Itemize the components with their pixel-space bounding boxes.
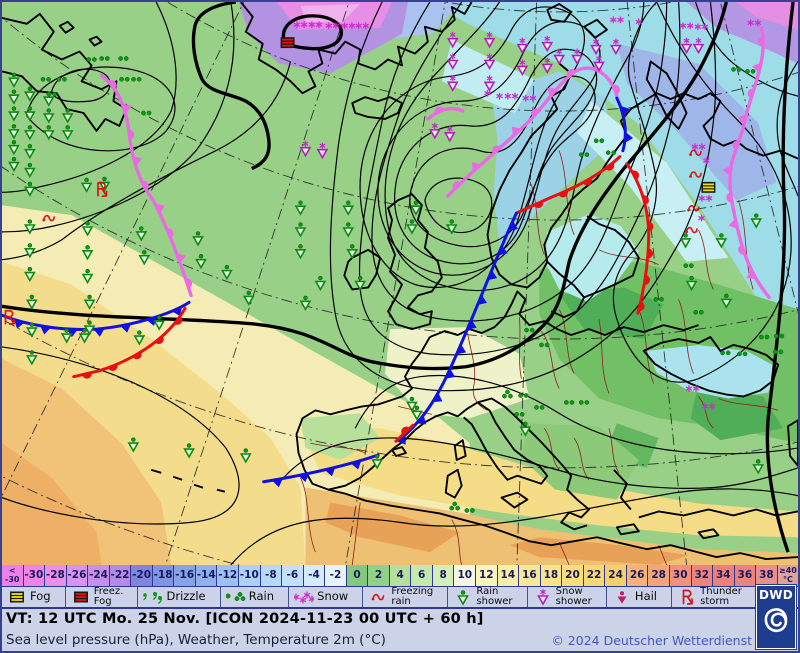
- scale-cell-10: 10: [454, 565, 477, 586]
- scale-cell--16: -16: [174, 565, 196, 586]
- fog-icon: [7, 587, 27, 607]
- weather-map: [2, 2, 798, 565]
- scale-cell-2: 2: [368, 565, 390, 586]
- legend-label: Drizzle: [166, 589, 206, 604]
- coastlines: [2, 2, 798, 560]
- valid-time-line: VT: 12 UTC Mo. 25 Nov. [ICON 2024-11-23 …: [6, 611, 484, 627]
- scale-cell-6: 6: [411, 565, 433, 586]
- frain-icon: [368, 587, 388, 607]
- scale-cell--30: -30: [23, 565, 46, 586]
- temperature-shading: [2, 2, 798, 565]
- legend-item-fog: Fog: [2, 587, 66, 607]
- legend-item-frain: Freezing rain: [363, 585, 449, 607]
- legend-label: Thunder storm: [700, 585, 742, 607]
- scale-cell--4: -4: [303, 565, 326, 586]
- legend-label: Freezing rain: [391, 585, 434, 607]
- scale-cell-16: 16: [519, 565, 541, 586]
- scale-cell-36: 36: [734, 565, 757, 586]
- scale-cell-40C: ≥40 °C: [777, 565, 798, 586]
- scale-cell--6: -6: [282, 565, 304, 586]
- scale-cell--10: -10: [239, 565, 261, 586]
- sshower-icon: [533, 587, 553, 607]
- weather-symbol-legend: Fog Freez. Fog Drizzle Rain Snow Freezing rain R…: [2, 585, 798, 609]
- legend-item-ffog: Freez. Fog: [66, 585, 139, 607]
- legend-item-rshower: Rain shower: [448, 585, 528, 607]
- legend-label: Rain: [248, 589, 275, 604]
- rshower-icon: [453, 587, 473, 607]
- scale-cell--12: -12: [217, 565, 240, 586]
- isobars: [2, 2, 798, 565]
- scale-cell-38: 38: [756, 565, 778, 586]
- product-title-line: Sea level pressure (hPa), Weather, Tempe…: [2, 630, 798, 651]
- dwd-logo: DWD: [756, 585, 796, 649]
- dwd-logo-text: DWD: [758, 588, 794, 602]
- legend-label: Hail: [634, 589, 658, 604]
- country-borders: [300, 150, 779, 565]
- drizzle-icon: [143, 587, 163, 607]
- thunder-icon: [677, 587, 697, 607]
- legend-item-snow: Snow: [289, 587, 364, 607]
- scale-cell-24: 24: [605, 565, 627, 586]
- scale-cell-22: 22: [583, 565, 606, 586]
- legend-label: Freez. Fog: [93, 585, 124, 607]
- legend-item-thunder: Thunder storm: [672, 585, 756, 607]
- scale-cell--30: < -30: [2, 565, 24, 586]
- copyright-text: © 2024 Deutscher Wetterdienst: [551, 633, 752, 648]
- product-title: Sea level pressure (hPa), Weather, Tempe…: [6, 632, 386, 648]
- scale-cell-12: 12: [476, 565, 498, 586]
- scale-cell-20: 20: [562, 565, 584, 586]
- scale-cell--26: -26: [66, 565, 89, 586]
- scale-cell--2: -2: [325, 565, 347, 586]
- scale-cell--8: -8: [260, 565, 283, 586]
- legend-item-drizzle: Drizzle: [138, 587, 221, 607]
- scale-cell--24: -24: [88, 565, 110, 586]
- scale-cell--14: -14: [195, 565, 218, 586]
- legend-label: Snow: [317, 589, 349, 604]
- graticule: [2, 2, 798, 565]
- map-area: [2, 2, 798, 565]
- scale-cell-28: 28: [648, 565, 670, 586]
- legend-item-sshower: Snow shower: [528, 585, 607, 607]
- scale-cell--28: -28: [45, 565, 67, 586]
- rain-icon: [226, 587, 246, 607]
- legend-label: Fog: [30, 589, 51, 604]
- scale-cell-34: 34: [713, 565, 735, 586]
- scale-cell-0: 0: [346, 565, 369, 586]
- scale-cell-14: 14: [497, 565, 520, 586]
- legend-item-hail: Hail: [607, 587, 673, 607]
- scale-cell-32: 32: [691, 565, 714, 586]
- legend-item-rain: Rain: [221, 587, 290, 607]
- legend-label: Rain shower: [476, 585, 513, 607]
- snow-icon: [294, 587, 314, 607]
- scale-cell-26: 26: [626, 565, 649, 586]
- scale-cell--18: -18: [152, 565, 175, 586]
- scale-cell--22: -22: [109, 565, 132, 586]
- scale-cell-4: 4: [389, 565, 412, 586]
- legend-label: Snow shower: [555, 585, 592, 607]
- ffog-icon: [71, 587, 91, 607]
- scale-cell-8: 8: [432, 565, 455, 586]
- weather-fronts: [2, 26, 771, 488]
- temperature-color-scale: < -30 -30 -28 -26 -24 -22 -20 -18 -16 -14 -12 -10 -8-…: [2, 565, 798, 587]
- scale-cell-18: 18: [540, 565, 563, 586]
- scale-cell-30: 30: [669, 565, 692, 586]
- dwd-spiral-icon: [764, 608, 788, 633]
- hail-icon: [612, 587, 632, 607]
- scale-cell--20: -20: [131, 565, 153, 586]
